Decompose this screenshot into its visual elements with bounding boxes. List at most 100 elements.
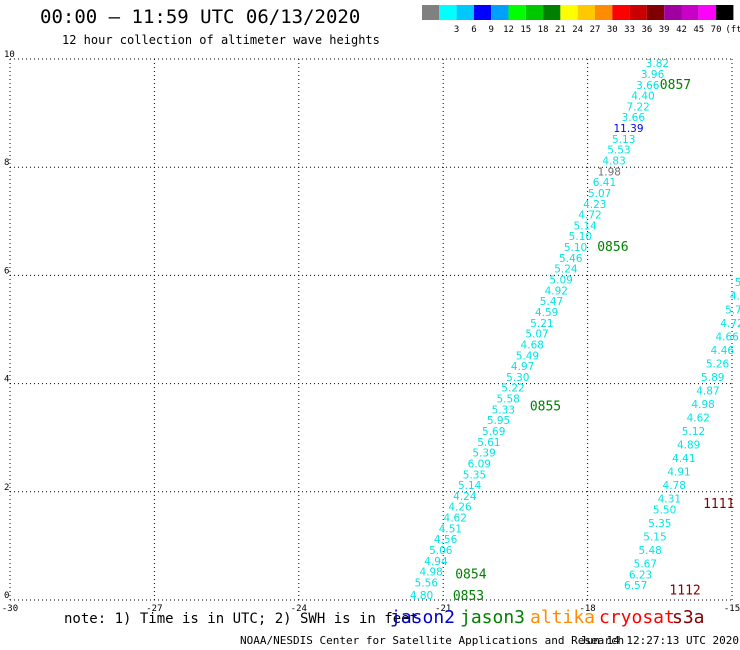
wave-height-point: 4.68 <box>521 339 544 351</box>
wave-height-point: 6.57 <box>624 580 647 592</box>
legend-tick-label: 3 <box>454 25 459 35</box>
footer-note: note: 1) Time is in UTC; 2) SWH is in fe… <box>64 611 419 627</box>
grid <box>9 58 733 601</box>
wave-height-point: 5.14 <box>573 220 597 232</box>
wave-height-point: 4.83 <box>602 155 625 167</box>
legend-tick-label: 24 <box>572 25 583 35</box>
wave-height-point: 5.07 <box>588 188 611 200</box>
legend-swatch <box>422 5 440 20</box>
wave-height-point: 4.66 <box>715 331 739 343</box>
wave-height-point: 5.06 <box>429 545 453 557</box>
wave-height-point: 5.89 <box>701 372 724 384</box>
pass-time-label: 0854 <box>455 567 486 582</box>
wave-height-point: 5.14 <box>458 480 482 492</box>
wave-height-point: 5.35 <box>463 469 486 481</box>
legend-tick-label: 12 <box>503 25 514 35</box>
wave-height-point: 4.62 <box>444 513 467 525</box>
wave-height-point: 4.78 <box>663 480 686 492</box>
satellite-cryosat-label: cryosat <box>599 607 675 628</box>
wave-height-point: 4.49 <box>730 291 740 303</box>
legend-swatch <box>491 5 509 20</box>
legend-swatch <box>473 5 492 20</box>
wave-height-point: 5.46 <box>559 253 583 265</box>
legend-tick-label: 45 <box>693 25 704 35</box>
legend-swatch <box>439 5 457 20</box>
wave-height-point: 5.61 <box>477 437 500 449</box>
wave-height-point: 5.67 <box>634 559 657 571</box>
wave-height-point: 4.87 <box>696 385 719 397</box>
wave-height-point: 5.13 <box>612 134 635 146</box>
legend-tick-label: 30 <box>607 25 618 35</box>
satellite-altika-label: altika <box>530 607 596 628</box>
legend-tick-label: 42 <box>676 25 687 35</box>
wave-height-point: 4.98 <box>691 399 714 411</box>
x-tick-label: -21 <box>435 604 451 614</box>
legend-swatch <box>716 5 734 20</box>
wave-height-point: 5.21 <box>530 318 553 330</box>
legend-tick-label: 36 <box>641 25 652 35</box>
wave-height-point: 5.74 <box>725 304 740 316</box>
legend-tick-label: 21 <box>555 25 566 35</box>
wave-height-point: 5.22 <box>501 383 524 395</box>
wave-height-point: 5.56 <box>415 577 439 589</box>
legend-swatch <box>456 5 474 20</box>
legend-swatch <box>560 5 578 20</box>
satellite-jason2-label: jason2 <box>390 607 456 628</box>
wave-height-point: 4.26 <box>448 502 472 514</box>
y-tick-label: 2 <box>4 483 9 493</box>
legend-swatch <box>681 5 699 20</box>
wave-height-point: 5.48 <box>638 545 661 557</box>
wave-height-point: 6.23 <box>629 569 652 581</box>
wave-height-point: 4.40 <box>631 91 654 103</box>
wave-height-point: 4.72 <box>578 210 601 222</box>
y-tick-label: 0 <box>4 591 9 601</box>
data-points: 4.805.564.984.945.064.564.514.624.264.24… <box>410 58 740 602</box>
wave-height-point: 4.56 <box>434 534 458 546</box>
legend-tick-label: 18 <box>538 25 549 35</box>
wave-height-point: 6.41 <box>593 177 616 189</box>
wave-height-point: 5.50 <box>653 504 676 516</box>
legend-swatch <box>629 5 647 20</box>
wave-height-point: 4.91 <box>667 467 690 479</box>
wave-height-point: 1.98 <box>598 166 621 178</box>
wave-height-point: 4.98 <box>419 567 442 579</box>
legend-swatch <box>698 5 717 20</box>
wave-height-point: 11.39 <box>613 123 643 135</box>
wave-height-point: 3.96 <box>641 69 665 81</box>
wave-height-point: 5.49 <box>516 350 539 362</box>
axes: -30 -27 -24 -21 -18 -15 0 2 4 6 8 10 <box>2 50 740 614</box>
wave-height-point: 4.62 <box>687 412 710 424</box>
wave-height-point: 5.10 <box>569 231 592 243</box>
wave-height-point: 3.66 <box>636 80 660 92</box>
wave-height-point: 5.24 <box>554 264 578 276</box>
legend-swatch <box>577 5 595 20</box>
pass-time-label: 0853 <box>453 589 484 604</box>
legend-tick-label: 9 <box>488 25 493 35</box>
wave-height-point: 5.58 <box>496 394 519 406</box>
legend-swatch <box>525 5 544 20</box>
wave-height-point: 4.41 <box>672 453 695 465</box>
wave-height-point: 5.39 <box>735 277 740 289</box>
wave-height-point: 5.95 <box>487 415 510 427</box>
y-tick-label: 4 <box>4 375 9 385</box>
x-tick-label: -30 <box>2 604 18 614</box>
legend-tick-label: 27 <box>590 25 601 35</box>
pass-time-label: 0857 <box>660 78 691 93</box>
satellite-s3a-label: s3a <box>672 607 705 628</box>
wave-height-point: 5.09 <box>549 275 572 287</box>
legend-swatch <box>508 5 526 20</box>
wave-height-point: 4.97 <box>511 361 534 373</box>
legend-tick-label: 15 <box>520 25 531 35</box>
y-tick-label: 6 <box>4 266 9 276</box>
legend-tick-label: 33 <box>624 25 635 35</box>
wave-height-point: 5.33 <box>492 404 515 416</box>
wave-height-point: 5.30 <box>506 372 529 384</box>
wave-height-point: 4.94 <box>424 556 448 568</box>
wave-height-point: 4.24 <box>453 491 477 503</box>
wave-height-point: 4.89 <box>677 440 700 452</box>
legend-swatch <box>595 5 613 20</box>
legend-tick-label: 70 <box>711 25 722 35</box>
wave-height-point: 5.10 <box>564 242 587 254</box>
wave-height-point: 5.53 <box>607 145 630 157</box>
